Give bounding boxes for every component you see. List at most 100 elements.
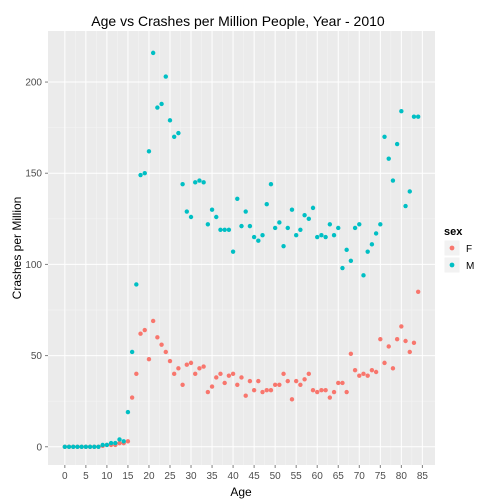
data-point-m [79, 445, 83, 449]
data-point-m [370, 242, 374, 246]
x-tick-label: 55 [291, 471, 303, 482]
data-point-m [319, 233, 323, 237]
data-point-m [96, 445, 100, 449]
chart-title: Age vs Crashes per Million People, Year … [91, 13, 385, 29]
data-point-m [126, 410, 130, 414]
x-tick-label: 75 [375, 471, 387, 482]
data-point-m [412, 115, 416, 119]
data-point-m [92, 445, 96, 449]
data-point-m [222, 228, 226, 232]
data-point-f [374, 370, 378, 374]
data-point-f [214, 375, 218, 379]
data-point-f [332, 390, 336, 394]
data-point-f [323, 388, 327, 392]
legend-label-m: M [466, 261, 474, 272]
data-point-m [378, 222, 382, 226]
data-point-m [193, 180, 197, 184]
x-tick-label: 85 [417, 471, 429, 482]
data-point-f [382, 361, 386, 365]
data-point-m [336, 226, 340, 230]
data-point-m [302, 213, 306, 217]
data-point-f [193, 372, 197, 376]
data-point-m [84, 445, 88, 449]
data-point-f [155, 335, 159, 339]
legend-key-m [450, 263, 455, 268]
data-point-m [416, 115, 420, 119]
data-point-m [252, 235, 256, 239]
data-point-m [391, 178, 395, 182]
data-point-f [134, 372, 138, 376]
data-point-f [172, 372, 176, 376]
x-tick-label: 70 [354, 471, 366, 482]
data-point-f [252, 388, 256, 392]
data-point-m [349, 259, 353, 263]
data-point-m [176, 131, 180, 135]
x-tick-label: 10 [101, 471, 113, 482]
x-tick-label: 40 [228, 471, 240, 482]
data-point-m [265, 202, 269, 206]
data-point-m [88, 445, 92, 449]
data-point-m [197, 178, 201, 182]
data-point-f [235, 383, 239, 387]
data-point-m [231, 249, 235, 253]
x-tick-label: 20 [143, 471, 155, 482]
data-point-m [105, 443, 109, 447]
data-point-f [189, 361, 193, 365]
data-point-f [357, 373, 361, 377]
data-point-m [189, 215, 193, 219]
data-point-m [403, 204, 407, 208]
data-point-f [294, 379, 298, 383]
x-axis-label: Age [230, 485, 252, 499]
data-point-m [323, 235, 327, 239]
data-point-m [311, 206, 315, 210]
data-point-f [387, 344, 391, 348]
data-point-f [395, 337, 399, 341]
data-point-f [298, 383, 302, 387]
data-point-m [172, 135, 176, 139]
data-point-m [244, 209, 248, 213]
x-tick-label: 15 [122, 471, 134, 482]
x-tick-label: 50 [270, 471, 282, 482]
data-point-m [273, 226, 277, 230]
data-point-f [378, 337, 382, 341]
data-point-m [248, 224, 252, 228]
data-point-f [126, 439, 130, 443]
data-point-f [307, 372, 311, 376]
data-point-f [210, 384, 214, 388]
data-point-f [353, 368, 357, 372]
data-point-f [147, 357, 151, 361]
data-point-m [353, 226, 357, 230]
data-point-m [138, 173, 142, 177]
data-point-m [147, 149, 151, 153]
data-point-m [109, 441, 113, 445]
data-point-m [180, 182, 184, 186]
data-point-f [315, 390, 319, 394]
data-point-m [100, 443, 104, 447]
data-point-f [311, 388, 315, 392]
data-point-m [260, 233, 264, 237]
data-point-f [302, 377, 306, 381]
data-point-f [222, 381, 226, 385]
data-point-f [206, 390, 210, 394]
data-point-m [122, 439, 126, 443]
data-point-m [399, 109, 403, 113]
data-point-m [235, 197, 239, 201]
data-point-f [164, 350, 168, 354]
x-tick-label: 0 [62, 471, 68, 482]
data-point-m [117, 437, 121, 441]
data-point-f [231, 372, 235, 376]
legend-key-f [450, 246, 455, 251]
data-point-m [239, 224, 243, 228]
data-point-m [340, 266, 344, 270]
data-point-f [412, 341, 416, 345]
data-point-m [151, 51, 155, 55]
data-point-f [336, 381, 340, 385]
data-point-m [269, 182, 273, 186]
data-point-f [239, 375, 243, 379]
data-point-m [361, 273, 365, 277]
data-point-m [387, 156, 391, 160]
data-point-m [332, 233, 336, 237]
data-point-f [143, 328, 147, 332]
data-point-f [180, 383, 184, 387]
x-tick-label: 45 [249, 471, 261, 482]
